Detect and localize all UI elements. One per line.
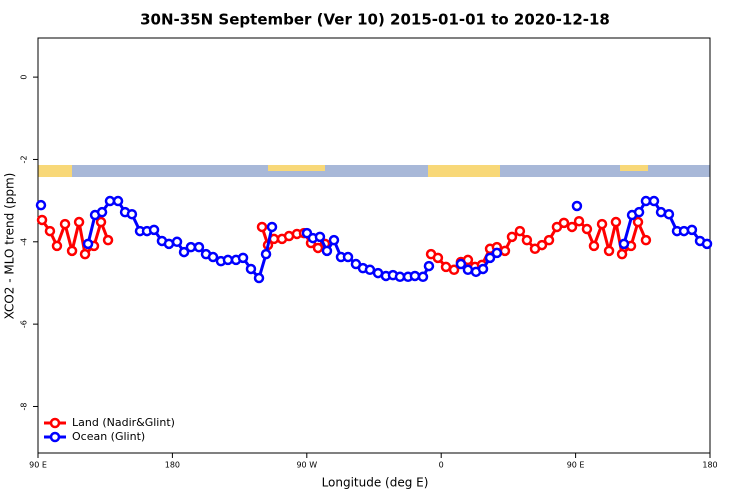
point xyxy=(640,195,652,207)
point xyxy=(632,216,644,228)
point xyxy=(686,224,698,236)
point xyxy=(185,241,197,253)
point xyxy=(95,216,107,228)
point xyxy=(253,272,265,284)
point xyxy=(222,254,234,266)
point xyxy=(477,263,489,275)
point xyxy=(35,199,47,211)
point xyxy=(237,252,249,264)
point xyxy=(610,216,622,228)
y-tick-label: -6 xyxy=(20,320,29,328)
point xyxy=(260,248,272,260)
point xyxy=(409,270,421,282)
point xyxy=(581,223,593,235)
x-tick-label: 180 xyxy=(702,461,717,470)
x-tick-label: 90 E xyxy=(29,461,47,470)
y-tick-label: -8 xyxy=(20,402,29,410)
point xyxy=(148,224,160,236)
point xyxy=(59,218,71,230)
point xyxy=(96,206,108,218)
point xyxy=(571,200,583,212)
point xyxy=(266,221,278,233)
x-tick-label: 180 xyxy=(165,461,180,470)
land-strip xyxy=(428,165,500,177)
x-tick-label: 0 xyxy=(439,461,444,470)
point xyxy=(640,234,652,246)
point xyxy=(618,238,630,250)
point xyxy=(207,251,219,263)
point xyxy=(328,234,340,246)
point xyxy=(364,264,376,276)
point xyxy=(543,234,555,246)
point xyxy=(462,264,474,276)
ocean-strip xyxy=(38,165,710,177)
point xyxy=(573,215,585,227)
point xyxy=(566,221,578,233)
legend-label: Ocean (Glint) xyxy=(72,430,145,443)
point xyxy=(342,251,354,263)
point xyxy=(423,260,435,272)
point xyxy=(112,195,124,207)
legend-label: Land (Nadir&Glint) xyxy=(72,416,175,429)
point xyxy=(448,264,460,276)
legend-marker xyxy=(49,417,61,429)
point xyxy=(51,240,63,252)
point xyxy=(171,236,183,248)
x-axis-label: Longitude (deg E) xyxy=(322,476,429,490)
point xyxy=(126,208,138,220)
point xyxy=(79,248,91,260)
point xyxy=(314,231,326,243)
point xyxy=(521,234,533,246)
point xyxy=(588,240,600,252)
chart-title: 30N-35N September (Ver 10) 2015-01-01 to… xyxy=(140,11,610,29)
point xyxy=(432,252,444,264)
point xyxy=(417,271,429,283)
point xyxy=(102,234,114,246)
point xyxy=(491,247,503,259)
point xyxy=(596,218,608,230)
point xyxy=(603,245,615,257)
point xyxy=(321,245,333,257)
point xyxy=(558,217,570,229)
point xyxy=(648,195,660,207)
point xyxy=(245,263,257,275)
land-strip xyxy=(38,165,72,177)
point xyxy=(36,214,48,226)
point xyxy=(66,245,78,257)
point xyxy=(499,245,511,257)
point xyxy=(178,246,190,258)
point xyxy=(256,221,268,233)
land-map-strip xyxy=(38,165,710,177)
x-tick-label: 90 W xyxy=(296,461,317,470)
y-axis-label: XCO2 - MLO trend (ppm) xyxy=(3,173,17,320)
point xyxy=(506,231,518,243)
legend-marker xyxy=(49,431,61,443)
x-tick-label: 90 E xyxy=(567,461,585,470)
point xyxy=(73,216,85,228)
y-tick-label: 0 xyxy=(20,75,29,80)
y-tick-label: -4 xyxy=(20,238,29,246)
point xyxy=(394,271,406,283)
y-tick-label: -2 xyxy=(20,155,29,163)
point xyxy=(193,241,205,253)
point xyxy=(536,239,548,251)
land-strip xyxy=(268,165,325,171)
point xyxy=(663,208,675,220)
point xyxy=(514,225,526,237)
point xyxy=(633,206,645,218)
point xyxy=(616,248,628,260)
point xyxy=(455,258,467,270)
point xyxy=(701,238,713,250)
land-strip xyxy=(620,165,648,171)
point xyxy=(82,238,94,250)
point xyxy=(440,261,452,273)
point xyxy=(163,238,175,250)
point xyxy=(484,252,496,264)
point xyxy=(44,225,56,237)
point xyxy=(104,195,116,207)
point xyxy=(678,225,690,237)
